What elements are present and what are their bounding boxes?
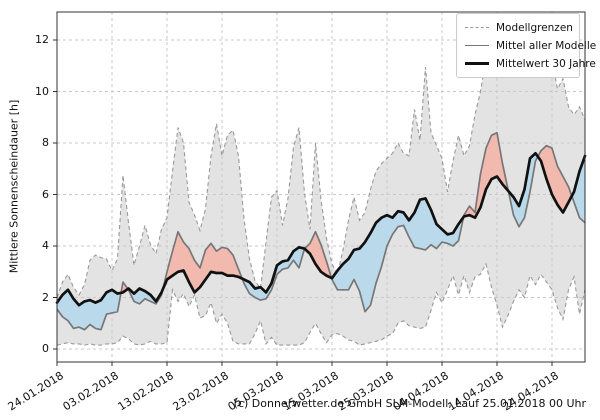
- fill-above-region: [304, 231, 332, 278]
- legend: Modellgrenzen Mittel aller Modelle Mitte…: [456, 13, 596, 78]
- legend-item-modellgrenzen: Modellgrenzen: [465, 21, 573, 34]
- fill-above-region: [537, 145, 572, 213]
- copyright-caption: (c) Donnerwetter.de GmbH SLM-Modell, Lau…: [233, 397, 586, 410]
- y-tick-label: 8: [42, 136, 49, 149]
- y-tick-label: 0: [42, 342, 49, 355]
- fill-below-region: [571, 155, 585, 223]
- y-tick-label: 6: [42, 187, 49, 201]
- fill-below-region: [331, 198, 464, 312]
- model-mean-line: [56, 131, 586, 331]
- dashed-line-icon: [465, 27, 489, 28]
- gray-line-icon: [465, 45, 489, 46]
- y-tick-label: 4: [42, 239, 49, 252]
- fill-below-region: [508, 153, 538, 227]
- climate-mean-line: [55, 151, 587, 307]
- y-axis-label: Mittlere Sonnenscheindauer [h]: [7, 99, 21, 274]
- fill-above-region: [463, 132, 509, 218]
- legend-label: Mittel aller Modelle: [496, 39, 597, 52]
- legend-item-mittel-aller-modelle: Mittel aller Modelle: [465, 39, 596, 52]
- model-range-lower-bound: [56, 262, 586, 346]
- plot-border: [56, 11, 586, 363]
- y-tick-label: 10: [35, 84, 49, 98]
- black-line-icon: [465, 62, 489, 65]
- legend-label: Mittelwert 30 Jahre: [496, 57, 596, 70]
- y-tick-label: 2: [42, 290, 49, 304]
- legend-item-mittelwert-30-jahre: Mittelwert 30 Jahre: [465, 57, 596, 70]
- legend-label: Modellgrenzen: [496, 21, 573, 34]
- y-tick-label: 12: [35, 33, 49, 46]
